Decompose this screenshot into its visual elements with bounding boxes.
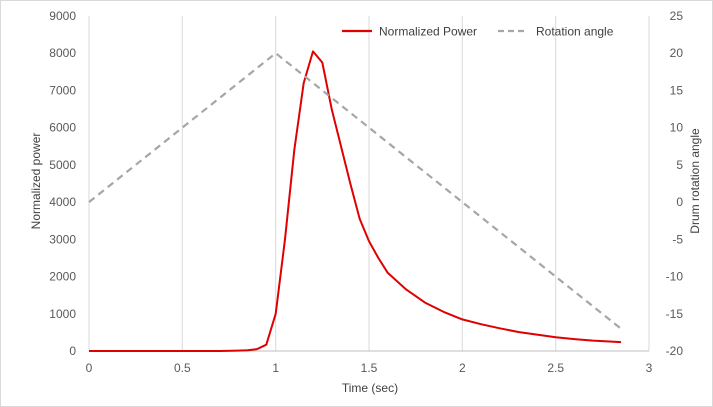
x-tick-label: 0 <box>86 361 93 375</box>
y2-tick-label: -5 <box>672 232 683 246</box>
x-tick-label: 2.5 <box>547 361 564 375</box>
y2-tick-label: 10 <box>670 121 684 135</box>
tick-labels: 0 0.5 1 1.5 2 2.5 3 0 1000 2000 3000 4000 5000 6000 70… <box>49 9 683 375</box>
y2-tick-label: -20 <box>666 344 684 358</box>
y2-tick-label: -15 <box>666 307 684 321</box>
y2-tick-label: 0 <box>676 195 683 209</box>
y2-tick-label: 20 <box>670 46 684 60</box>
y-tick-label: 8000 <box>49 46 76 60</box>
y-tick-label: 9000 <box>49 9 76 23</box>
y-tick-label: 3000 <box>49 232 76 246</box>
y-tick-label: 1000 <box>49 307 76 321</box>
y-tick-label: 6000 <box>49 121 76 135</box>
y-axis-title: Normalized power <box>29 133 43 230</box>
legend-label-normalized-power: Normalized Power <box>379 25 477 39</box>
y-tick-label: 2000 <box>49 270 76 284</box>
y-tick-label: 0 <box>69 344 76 358</box>
y2-tick-label: 5 <box>676 158 683 172</box>
x-tick-label: 0.5 <box>174 361 191 375</box>
series-line-normalized-power <box>89 50 622 352</box>
y2-tick-label: 25 <box>670 9 684 23</box>
legend-label-rotation-angle: Rotation angle <box>536 25 614 39</box>
x-axis-title: Time (sec) <box>342 381 398 395</box>
y-tick-label: 4000 <box>49 195 76 209</box>
legend: Normalized Power Rotation angle <box>342 25 614 39</box>
series-lines <box>88 50 622 352</box>
gridlines <box>88 16 650 352</box>
y-tick-label: 5000 <box>49 158 76 172</box>
x-tick-label: 3 <box>646 361 653 375</box>
x-tick-label: 1 <box>272 361 279 375</box>
series-line-rotation-angle <box>88 52 622 330</box>
y2-axis-title: Drum rotation angle <box>688 128 702 234</box>
y2-tick-label: -10 <box>666 270 684 284</box>
x-tick-label: 1.5 <box>361 361 378 375</box>
y2-tick-label: 15 <box>670 83 684 97</box>
x-tick-label: 2 <box>459 361 466 375</box>
y-tick-label: 7000 <box>49 83 76 97</box>
